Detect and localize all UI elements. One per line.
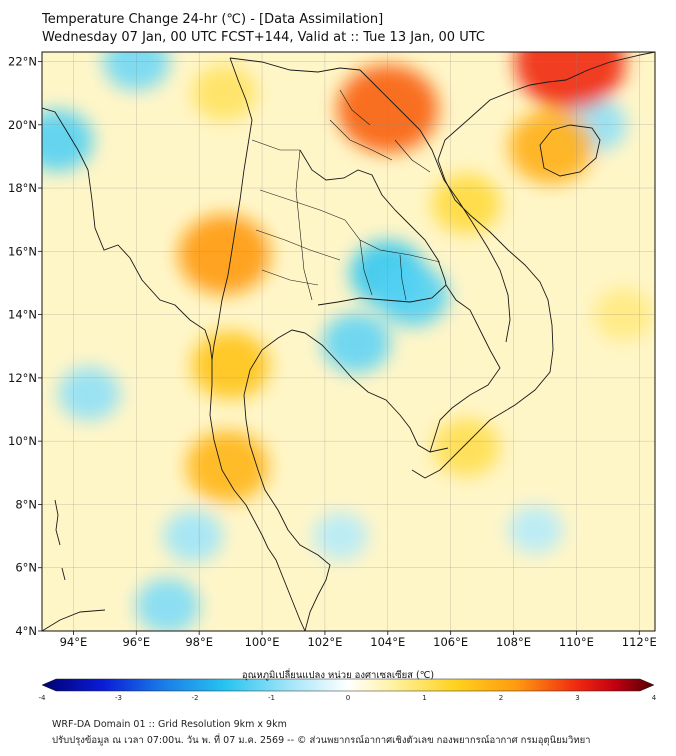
warm-anomaly-tenasserim (191, 331, 270, 400)
border-thailand-laos (299, 149, 446, 281)
province-lines-thailand (251, 139, 441, 301)
cold-anomaly-central-cambodia (377, 264, 449, 327)
colorbar-tick-label: -4 (39, 694, 47, 702)
cold-anomaly-south-china-sea (507, 505, 564, 554)
border-thailand-cambodia (317, 279, 447, 306)
map-subtitle: Wednesday 07 Jan, 00 UTC FCST+144, Valid… (42, 30, 485, 45)
coastline-vietnam (411, 91, 554, 479)
coastline-gulf-thailand-east (304, 332, 449, 453)
lon-tick-label: 96°E (122, 635, 150, 649)
lon-tick-label: 108°E (496, 635, 531, 649)
lon-tick-label: 104°E (370, 635, 405, 649)
lat-tick-label: 16°N (8, 244, 37, 258)
border-myanmar-laos-china (229, 57, 361, 73)
province-lines-laos (329, 89, 431, 173)
warm-anomaly-thailand-west (178, 214, 271, 295)
cold-anomaly-tonle-sap (321, 313, 391, 374)
colorbar-tick-label: -3 (115, 694, 122, 702)
colorbar-tick-label: 3 (575, 694, 579, 702)
temperature-field (42, 52, 655, 631)
coastline-malay-west (253, 519, 306, 631)
latitude-axis: 4°N 6°N 8°N 10°N 12°N 14°N 16°N 18°N 20°N 22°N (8, 54, 42, 638)
lon-tick-label: 94°E (60, 635, 88, 649)
border-cambodia-vietnam (429, 284, 501, 453)
country-borders (42, 52, 655, 631)
graticule (42, 52, 655, 631)
lon-tick-label: 112°E (622, 635, 657, 649)
cold-anomaly-gulf-of-thailand (313, 512, 369, 561)
warm-anomaly-malay-north (186, 430, 269, 503)
footer-model-info: WRF-DA Domain 01 :: Grid Resolution 9km … (52, 719, 287, 730)
lon-tick-label: 106°E (433, 635, 468, 649)
lat-tick-label: 22°N (8, 54, 37, 68)
colorbar-tick-label: 4 (652, 694, 657, 702)
colorbar-tick-label: 0 (346, 694, 350, 702)
warm-anomaly-shan (192, 65, 257, 122)
coastline-gulf-thailand-west (243, 329, 331, 631)
colorbar-tick-label: -2 (192, 694, 199, 702)
map-title: Temperature Change 24-hr (℃) - [Data Ass… (42, 12, 384, 27)
lat-tick-label: 12°N (8, 371, 37, 385)
coastline-hainan (539, 124, 601, 177)
coastline-sumatra-tip (42, 609, 106, 631)
footer-credit: ปรับปรุงข้อมูล ณ เวลา 07:00น. วัน พ. ที่… (52, 735, 591, 746)
lat-tick-label: 4°N (15, 624, 37, 638)
coastline-myanmar (42, 107, 255, 521)
cold-anomaly-andaman-sea (58, 366, 121, 421)
lat-tick-label: 18°N (8, 181, 37, 195)
colorbar-ticks: -4 -3 -2 -1 0 1 2 3 4 (39, 694, 657, 702)
colorbar-tick-label: 1 (422, 694, 426, 702)
warm-anomaly-vietnam-central (431, 173, 501, 234)
warm-anomaly-mekong-delta (433, 418, 500, 477)
border-myanmar-thailand (211, 57, 253, 361)
cold-anomaly-malay-west (162, 510, 223, 563)
border-laos-vietnam (359, 69, 511, 343)
lat-tick-label: 20°N (8, 118, 37, 132)
lon-tick-label: 102°E (307, 635, 342, 649)
lat-tick-label: 8°N (15, 497, 37, 511)
lon-tick-label: 110°E (559, 635, 594, 649)
colorbar-label: อุณหภูมิเปลี่ยนแปลง หน่วย องศาเซลเซียส (… (241, 670, 435, 681)
colorbar-tick-label: 2 (499, 694, 503, 702)
lat-tick-label: 10°N (8, 434, 37, 448)
plot-frame (41, 51, 656, 632)
colorbar: -4 -3 -2 -1 0 1 2 3 4 (39, 678, 657, 702)
colorbar-tick-label: -1 (268, 694, 275, 702)
longitude-axis: 94°E 96°E 98°E 100°E 102°E 104°E 106°E 108°E 110… (60, 631, 657, 649)
cold-anomaly-south-andaman (135, 577, 200, 631)
lon-tick-label: 98°E (185, 635, 213, 649)
lon-tick-label: 100°E (245, 635, 280, 649)
coastline-china-south (509, 52, 655, 93)
warm-anomaly-hainan (508, 109, 594, 184)
lat-tick-label: 6°N (15, 561, 37, 575)
coastline-andaman-islands (54, 499, 66, 581)
cold-anomaly-myanmar-coast (42, 109, 94, 172)
colorbar-gradient (41, 678, 655, 692)
lat-tick-label: 14°N (8, 308, 37, 322)
